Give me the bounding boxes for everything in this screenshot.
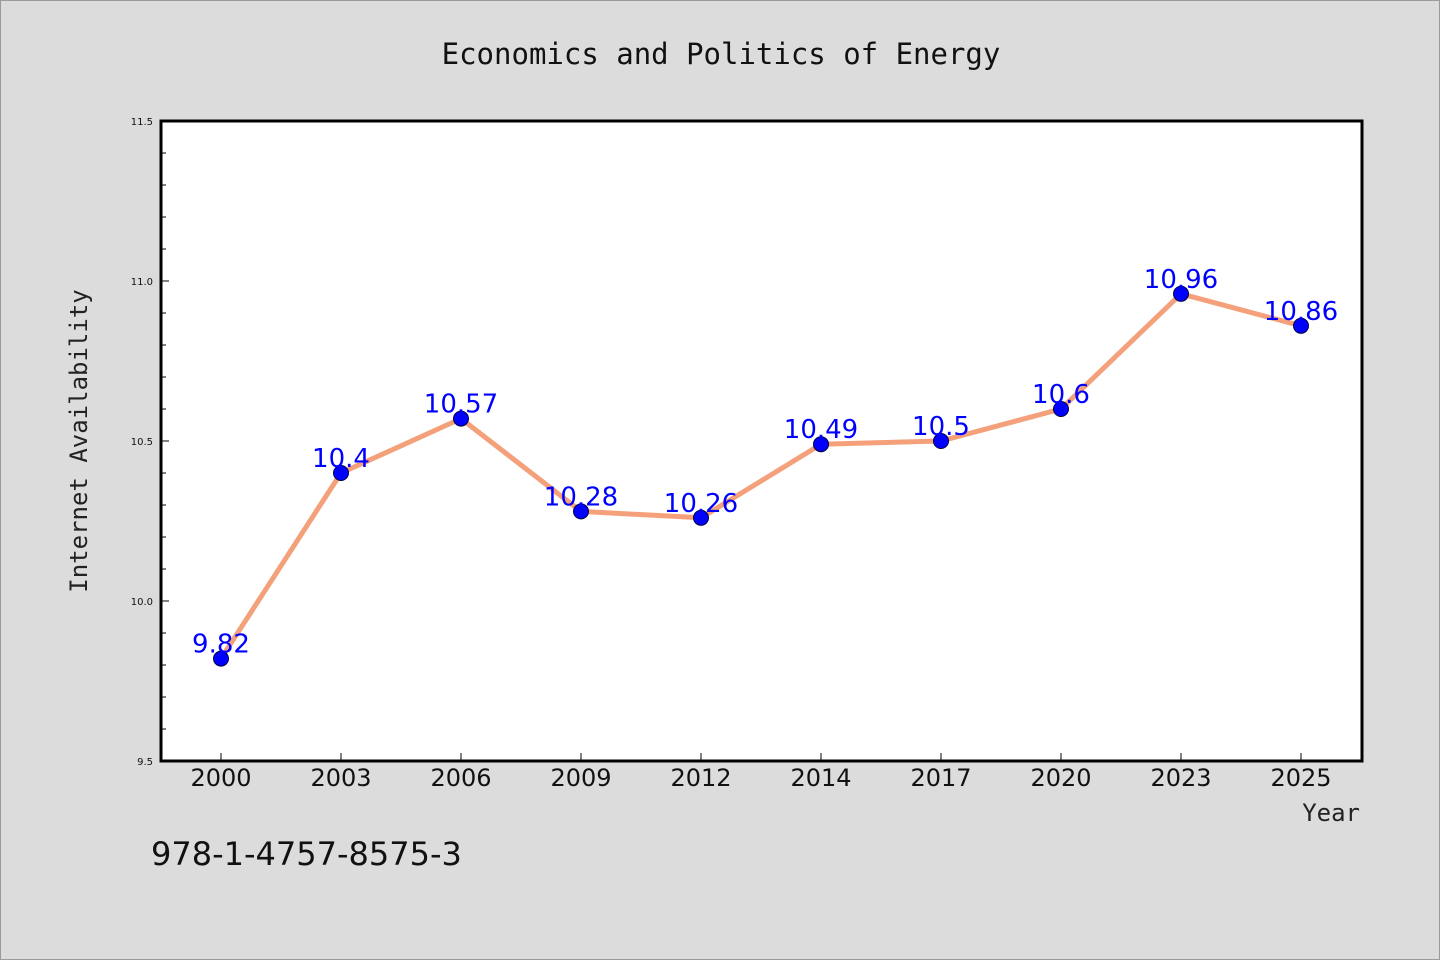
- data-label: 10.28: [544, 482, 618, 512]
- x-tick-label: 2017: [910, 764, 971, 792]
- data-point: [693, 509, 709, 526]
- y-tick-label: 11.0: [131, 277, 153, 288]
- series-layer: 9.82 10.4 10.57 10.28 10.26 10.49 10.5 10.6 10.9…: [192, 265, 1338, 667]
- y-tick-label: 10.5: [131, 437, 153, 448]
- x-tick-label: 2020: [1030, 764, 1091, 792]
- data-label: 10.57: [424, 390, 498, 420]
- x-tick-label: 2009: [550, 764, 611, 792]
- data-point: [813, 436, 829, 453]
- y-axis-label: Internet Availability: [65, 289, 93, 592]
- data-label: 10.6: [1032, 380, 1090, 410]
- x-tick-label: 2003: [310, 764, 371, 792]
- data-label: 10.49: [784, 415, 858, 445]
- x-tick-label: 2014: [790, 764, 851, 792]
- data-point: [1173, 285, 1189, 302]
- data-point: [453, 410, 469, 427]
- data-label: 9.82: [192, 630, 250, 660]
- x-axis: 2000 2003 2006 2009 2012 2014 2017 2020 2023 2025: [190, 753, 1332, 792]
- isbn-text: 978-1-4757-8575-3: [151, 835, 462, 873]
- y-tick-label: 9.5: [137, 757, 153, 768]
- data-label: 10.96: [1144, 265, 1218, 295]
- data-label: 10.4: [312, 444, 370, 474]
- chart-title: Economics and Politics of Energy: [442, 37, 1001, 71]
- data-point: [213, 650, 229, 667]
- data-point: [333, 465, 349, 481]
- y-tick-label: 10.0: [131, 597, 153, 608]
- data-label: 10.26: [664, 489, 738, 519]
- data-point: [573, 503, 589, 520]
- data-point: [1293, 317, 1309, 334]
- plot-area: [159, 119, 1364, 763]
- y-tick-label: 11.5: [131, 117, 153, 128]
- data-point: [1053, 401, 1069, 417]
- data-point: [933, 433, 949, 449]
- series-line: [218, 291, 1304, 662]
- x-axis-label: Year: [1302, 799, 1360, 827]
- y-axis: 9.5 10.0 10.5 11.0 11.5: [131, 117, 169, 768]
- x-tick-label: 2012: [670, 764, 731, 792]
- data-label: 10.5: [912, 412, 970, 442]
- x-tick-label: 2025: [1270, 764, 1331, 792]
- x-tick-label: 2000: [190, 764, 251, 792]
- data-label: 10.86: [1264, 297, 1338, 327]
- x-tick-label: 2023: [1150, 764, 1211, 792]
- x-tick-label: 2006: [430, 764, 491, 792]
